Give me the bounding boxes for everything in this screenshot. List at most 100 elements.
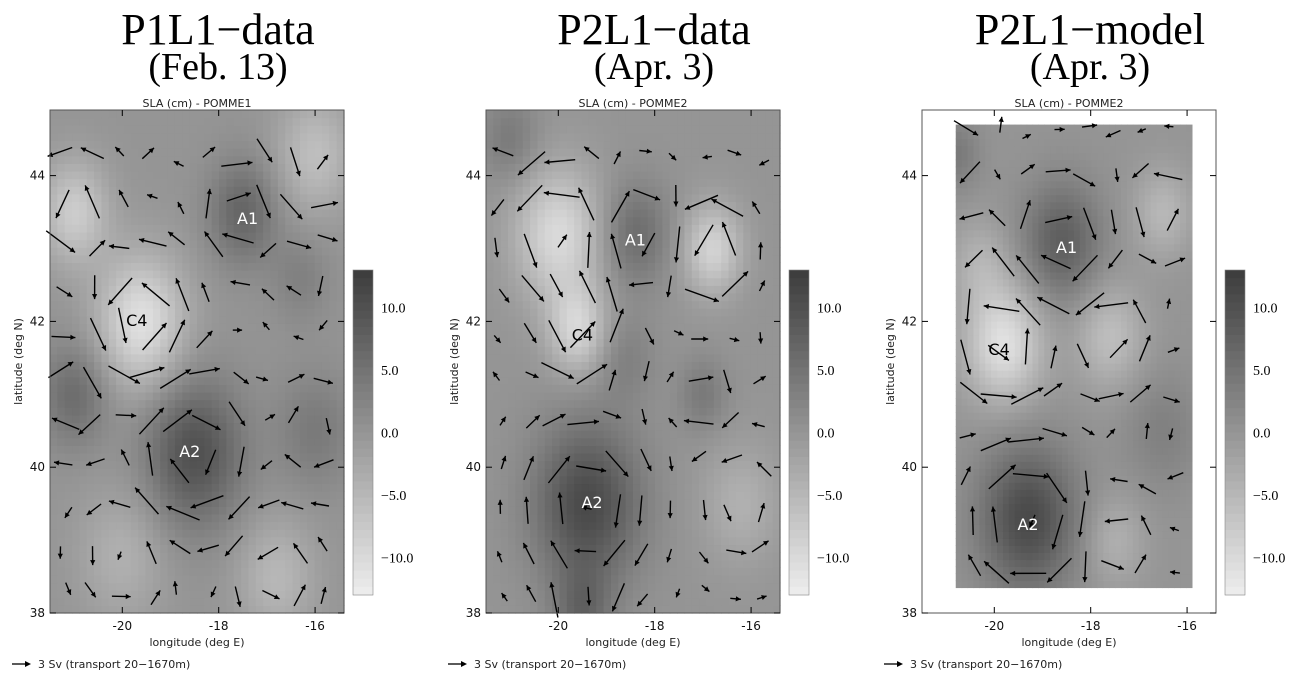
sla-cell: [640, 155, 649, 164]
sla-cell: [167, 231, 176, 241]
sla-cell: [655, 384, 663, 393]
sla-cell: [329, 483, 338, 492]
sla-cell: [189, 163, 198, 172]
sla-cell: [721, 437, 730, 446]
sla-cell: [640, 292, 649, 302]
sla-cell: [64, 110, 73, 119]
sla-cell: [721, 567, 730, 576]
sla-cell: [588, 559, 597, 568]
sla-cell: [64, 361, 73, 370]
transport-arrow: [118, 189, 129, 208]
sla-cell: [123, 422, 132, 431]
sla-cell: [204, 178, 213, 187]
sla-cell: [292, 468, 301, 477]
sla-cell: [544, 315, 553, 324]
sla-cell: [94, 170, 103, 180]
sla-cell: [167, 308, 176, 317]
sla-cell: [618, 437, 627, 446]
sla-cell: [123, 277, 132, 286]
sla-cell: [610, 460, 619, 469]
sla-cell: [219, 407, 227, 416]
transport-arrow: [169, 458, 190, 484]
sla-cell: [130, 407, 139, 416]
sla-cell: [270, 567, 279, 576]
sla-cell: [101, 292, 110, 302]
sla-cell: [152, 170, 161, 180]
sla-cell: [233, 247, 242, 256]
sla-cell: [116, 300, 125, 309]
sla-cell: [508, 254, 516, 264]
sla-cell: [138, 117, 147, 126]
sla-cell: [189, 430, 198, 439]
sla-cell: [721, 391, 730, 401]
sla-cell: [625, 536, 634, 546]
sla-cell: [625, 384, 634, 393]
sla-cell: [248, 590, 257, 599]
sla-cell: [138, 331, 147, 340]
sla-cell: [314, 567, 323, 576]
colorbar-tick-label: 5.0: [381, 364, 399, 379]
sla-cell: [307, 513, 316, 523]
sla-cell: [86, 498, 95, 507]
sla-cell: [321, 285, 330, 294]
sla-cell: [270, 597, 279, 606]
sla-cell: [559, 491, 568, 500]
sla-cell: [662, 445, 671, 454]
sla-cell: [640, 300, 649, 309]
sla-cell: [174, 331, 183, 340]
sla-cell: [307, 231, 316, 241]
sla-cell: [329, 140, 338, 149]
sla-cell: [691, 353, 700, 363]
sla-cell: [189, 590, 198, 599]
sla-cell: [336, 552, 345, 561]
sla-cell: [182, 155, 191, 164]
sla-cell: [647, 414, 656, 424]
sla-cell: [57, 193, 66, 203]
sla-cell: [108, 132, 117, 142]
sla-cell: [130, 254, 139, 264]
sla-cell: [699, 270, 708, 279]
sla-cell: [713, 399, 722, 408]
sla-cell: [625, 544, 634, 553]
sla-cell: [544, 605, 553, 614]
sla-cell: [721, 452, 730, 462]
sla-cell: [552, 201, 561, 210]
sla-cell: [691, 300, 700, 309]
sla-cell: [277, 155, 286, 164]
sla-cell: [182, 117, 191, 126]
sla-cell: [596, 277, 605, 286]
sla-cell: [655, 407, 663, 416]
sla-cell: [662, 254, 671, 264]
sla-cell: [94, 521, 103, 530]
sla-cell: [336, 209, 345, 218]
sla-cell: [285, 331, 294, 340]
sla-cell: [50, 270, 58, 279]
sla-cell: [226, 346, 235, 355]
sla-cell: [277, 552, 286, 561]
sla-cell: [500, 270, 509, 279]
sla-cell: [241, 300, 250, 309]
sla-cell: [219, 391, 227, 401]
sla-cell: [182, 498, 191, 507]
sla-cell: [603, 216, 612, 225]
sla-cell: [684, 513, 693, 523]
sla-cell: [292, 170, 301, 180]
sla-cell: [544, 231, 553, 241]
sla-cell: [248, 407, 257, 416]
sla-cell: [233, 132, 242, 142]
sla-cell: [160, 300, 169, 309]
sla-cell: [219, 193, 227, 203]
sla-cell: [691, 331, 700, 340]
sla-cell: [486, 270, 494, 279]
sla-cell: [329, 331, 338, 340]
sla-cell: [603, 445, 612, 454]
sla-cell: [307, 201, 316, 210]
sla-cell: [130, 574, 139, 584]
sla-cell: [123, 384, 132, 393]
sla-cell: [625, 285, 634, 294]
transport-arrow: [228, 401, 246, 427]
sla-cell: [508, 536, 516, 546]
sla-cell: [72, 582, 80, 591]
sla-cell: [610, 422, 619, 431]
sla-cell: [57, 521, 66, 530]
